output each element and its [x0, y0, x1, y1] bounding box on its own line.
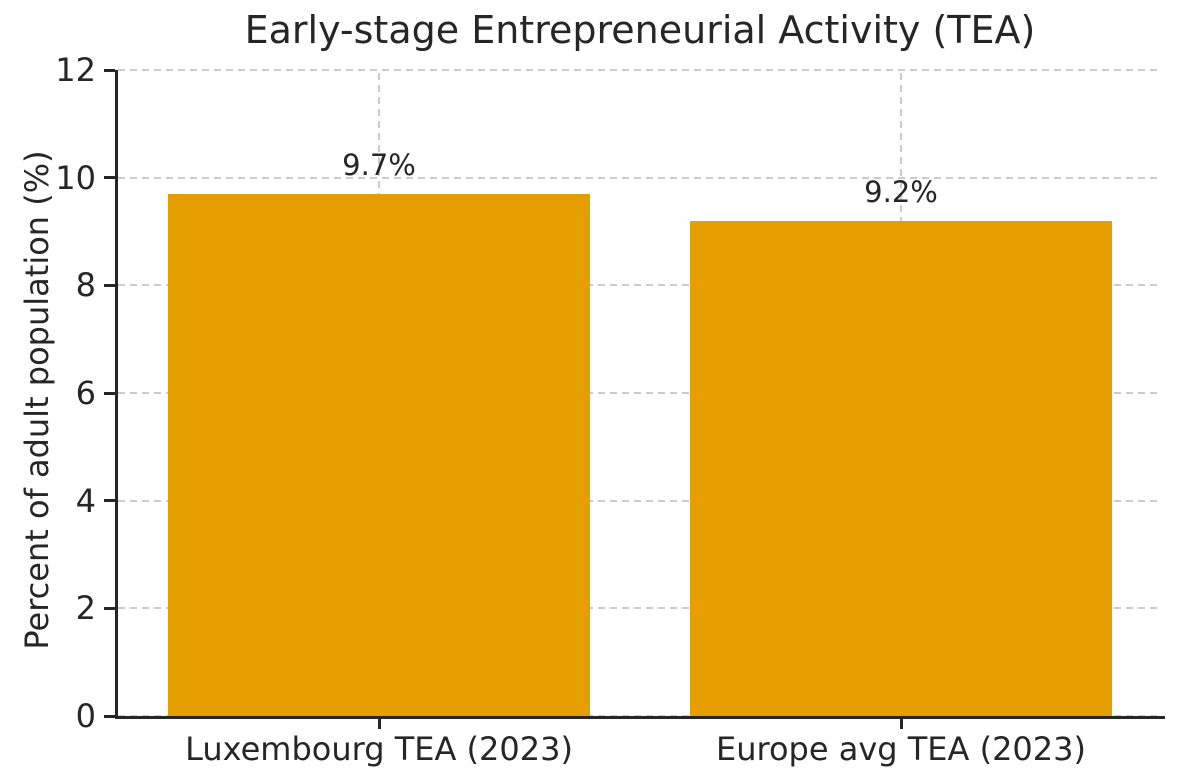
y-tick-mark [104, 714, 115, 718]
y-tick-label: 8 [75, 266, 96, 305]
y-tick-label: 10 [55, 158, 96, 197]
gridline-horizontal [118, 69, 1162, 71]
y-axis-label: Percent of adult population (%) [18, 150, 56, 650]
y-tick-label: 0 [75, 697, 96, 735]
y-tick-mark [104, 499, 115, 503]
y-tick-mark [104, 176, 115, 180]
gridline-horizontal [118, 499, 1162, 502]
plot-area: 0 2 4 6 8 10 12 Luxembourg TEA (2023) 9.7% Europe… [55, 51, 1165, 768]
x-tick-label: Luxembourg TEA (2023) [185, 730, 573, 768]
y-tick-label: 12 [55, 51, 96, 89]
x-axis-spine [115, 716, 1165, 719]
bar-value-label: 9.7% [342, 147, 416, 182]
bar-luxembourg-tea [167, 193, 591, 716]
x-tick-mark [377, 719, 381, 729]
y-axis-spine [115, 70, 118, 719]
y-tick-mark [104, 283, 115, 287]
gridline-horizontal [118, 284, 1162, 287]
gridline-horizontal [118, 607, 1162, 610]
x-tick-label: Europe avg TEA (2023) [716, 730, 1086, 768]
bar-value-label: 9.2% [864, 174, 938, 209]
y-tick-label: 6 [75, 374, 96, 412]
y-tick-mark [104, 391, 115, 395]
y-tick-label: 2 [75, 589, 96, 628]
bar-europe-avg-tea [689, 220, 1113, 716]
y-tick-mark [104, 606, 115, 610]
gridline-horizontal [118, 176, 1162, 179]
y-tick-mark [104, 68, 115, 72]
chart-title: Early-stage Entrepreneurial Activity (TE… [244, 8, 1036, 52]
x-tick-mark [899, 719, 903, 729]
y-tick-label: 4 [75, 481, 96, 520]
gridline-horizontal [118, 392, 1162, 394]
